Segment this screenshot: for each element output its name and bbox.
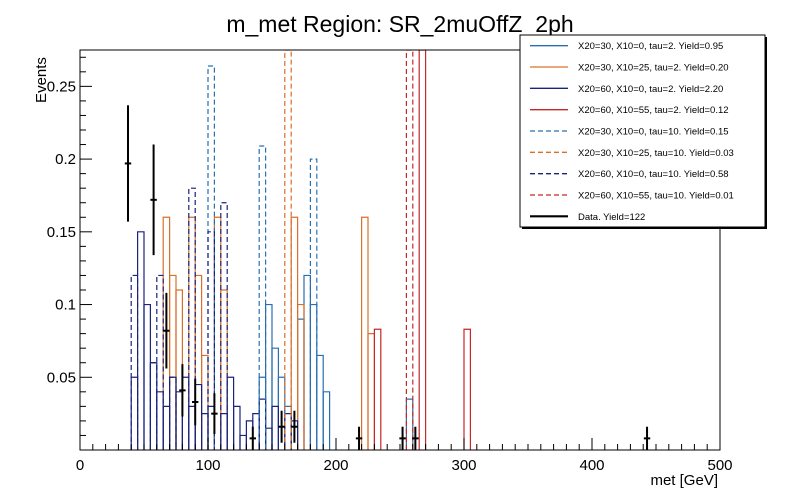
histogram-bin (271, 405, 279, 450)
data-point (124, 105, 132, 222)
histogram-bin (297, 303, 305, 450)
x-tick-label: 100 (195, 457, 220, 474)
chart-title: m_met Region: SR_2muOffZ_2ph (226, 11, 573, 37)
legend-entry: X20=30, X10=0, tau=10. Yield=0.15 (530, 127, 729, 138)
data-point (249, 426, 256, 450)
histogram-bin (156, 274, 164, 450)
histogram-bin (220, 202, 228, 450)
legend-entry: X20=30, X10=25, tau=2. Yield=0.20 (530, 63, 729, 74)
histogram-bin (169, 376, 177, 450)
legend-entry: X20=60, X10=0, tau=10. Yield=0.58 (530, 169, 729, 180)
legend-entry: X20=60, X10=55, tau=10. Yield=0.01 (530, 191, 734, 202)
series-8 (405, 50, 414, 450)
legend-label: X20=30, X10=0, tau=10. Yield=0.15 (578, 127, 729, 138)
y-tick-label: 0.2 (55, 151, 76, 168)
legend: X20=30, X10=0, tau=2. Yield=0.95 X20=30, … (519, 34, 767, 229)
series-6 (284, 50, 292, 450)
legend-entry: X20=60, X10=55, tau=2. Yield=0.12 (530, 105, 729, 116)
x-axis-label: met [GeV] (650, 472, 718, 489)
data-point (355, 426, 363, 450)
legend-label: X20=60, X10=0, tau=10. Yield=0.58 (578, 169, 729, 180)
x-tick-label: 0 (76, 457, 84, 474)
histogram-bin (188, 187, 196, 450)
data-point (643, 426, 651, 450)
series-4 (373, 50, 471, 450)
histogram-bin (322, 391, 331, 450)
y-tick-label: 0.25 (47, 78, 76, 95)
legend-label: X20=30, X10=25, tau=2. Yield=0.20 (578, 63, 729, 74)
series-data (124, 105, 651, 450)
y-tick-label: 0.05 (47, 369, 76, 386)
data-point (211, 393, 218, 434)
x-tick-label: 300 (451, 457, 476, 474)
data-point (278, 410, 285, 443)
data-point (163, 292, 170, 369)
legend-label: X20=60, X10=55, tau=10. Yield=0.01 (578, 191, 734, 202)
data-point (291, 410, 298, 443)
x-tick-label: 400 (579, 457, 604, 474)
legend-entry: Data. Yield=122 (530, 212, 645, 223)
data-point (412, 426, 419, 450)
series-7 (130, 187, 228, 450)
histogram-bin (373, 328, 382, 450)
y-tick-label: 0.1 (55, 297, 76, 314)
legend-entry: X20=60, X10=0, tau=2. Yield=2.20 (530, 84, 723, 95)
legend-label: X20=60, X10=0, tau=2. Yield=2.20 (578, 84, 723, 95)
y-axis-label: Events (33, 57, 50, 103)
legend-entry: X20=30, X10=25, tau=10. Yield=0.03 (530, 148, 734, 159)
data-point (192, 378, 199, 426)
data-point (150, 144, 157, 256)
legend-label: Data. Yield=122 (578, 212, 645, 223)
legend-entry: X20=30, X10=0, tau=2. Yield=0.95 (530, 41, 723, 52)
histogram-bin (405, 50, 414, 450)
histogram-bin (233, 405, 241, 450)
x-tick-label: 500 (707, 457, 732, 474)
data-point (179, 364, 186, 417)
legend-label: X20=30, X10=25, tau=10. Yield=0.03 (578, 148, 734, 159)
histogram-bin (130, 274, 139, 450)
histogram-bin (309, 158, 318, 450)
y-tick-label: 0.15 (47, 224, 76, 241)
x-tick-label: 200 (323, 457, 348, 474)
histogram-bin (418, 50, 427, 450)
legend-label: X20=60, X10=55, tau=2. Yield=0.12 (578, 105, 729, 116)
histogram-bin (258, 145, 267, 450)
histogram-bin (284, 50, 292, 450)
data-point (399, 426, 406, 450)
histogram-bin (463, 328, 471, 450)
legend-label: X20=30, X10=0, tau=2. Yield=0.95 (578, 41, 723, 52)
